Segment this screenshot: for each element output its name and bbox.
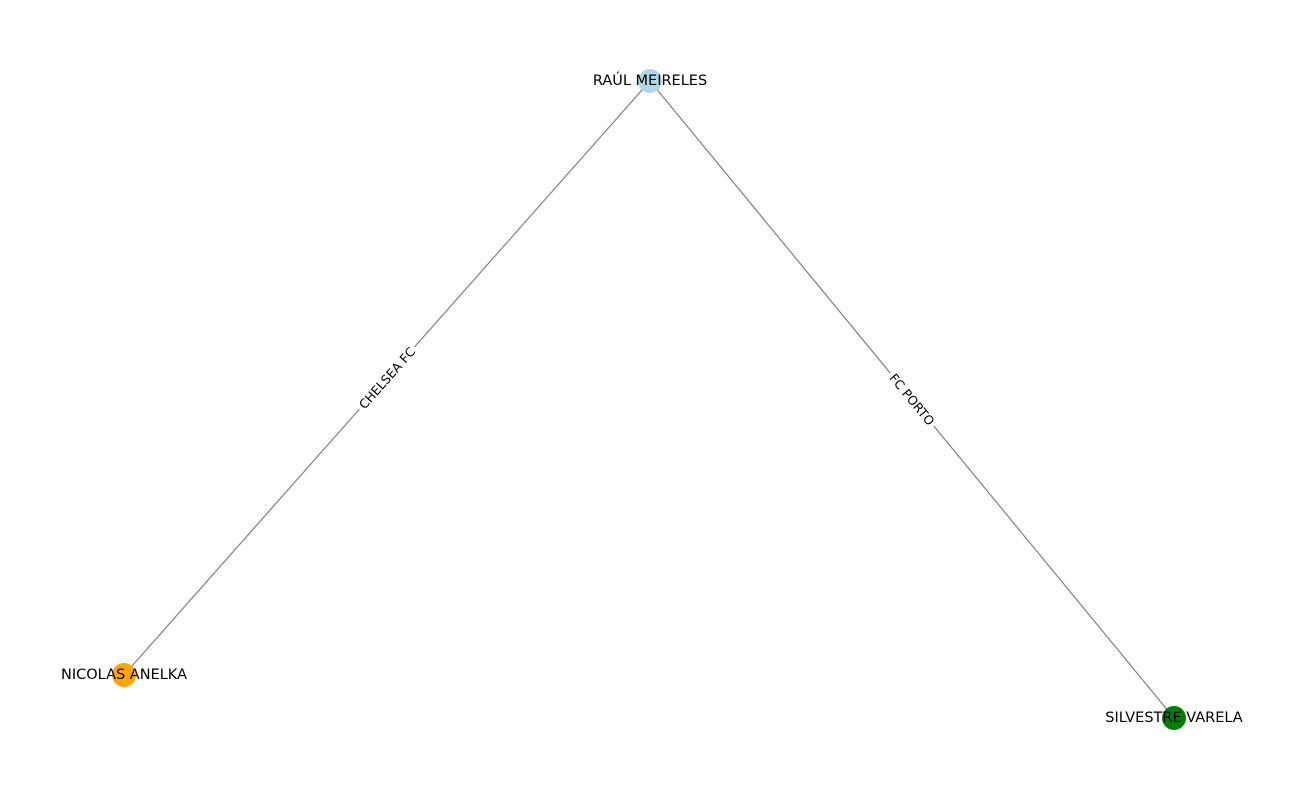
node-silvestre-varela [1162, 706, 1186, 730]
node-label-silvestre-varela: SILVESTRE VARELA [1105, 710, 1243, 726]
edge-label-chelsea-fc: CHELSEA FC [352, 340, 422, 416]
edge-label-background [883, 367, 941, 432]
node-label-raul-meireles: RAÚL MEIRELES [593, 71, 707, 89]
edge-labels-layer: CHELSEA FC FC PORTO [352, 340, 941, 432]
edge-label-text: FC PORTO [886, 371, 937, 429]
node-label-nicolas-anelka: NICOLAS ANELKA [61, 667, 187, 683]
edges-layer [123, 80, 1175, 719]
node-labels-layer: RAÚL MEIRELES NICOLAS ANELKA SILVESTRE V… [61, 71, 1243, 726]
edge-label-text: CHELSEA FC [356, 344, 419, 412]
nodes-layer [112, 69, 1186, 730]
edge-label-fc-porto: FC PORTO [883, 367, 941, 432]
edge-label-background [352, 340, 422, 416]
node-raul-meireles [638, 69, 662, 93]
node-nicolas-anelka [112, 663, 136, 687]
